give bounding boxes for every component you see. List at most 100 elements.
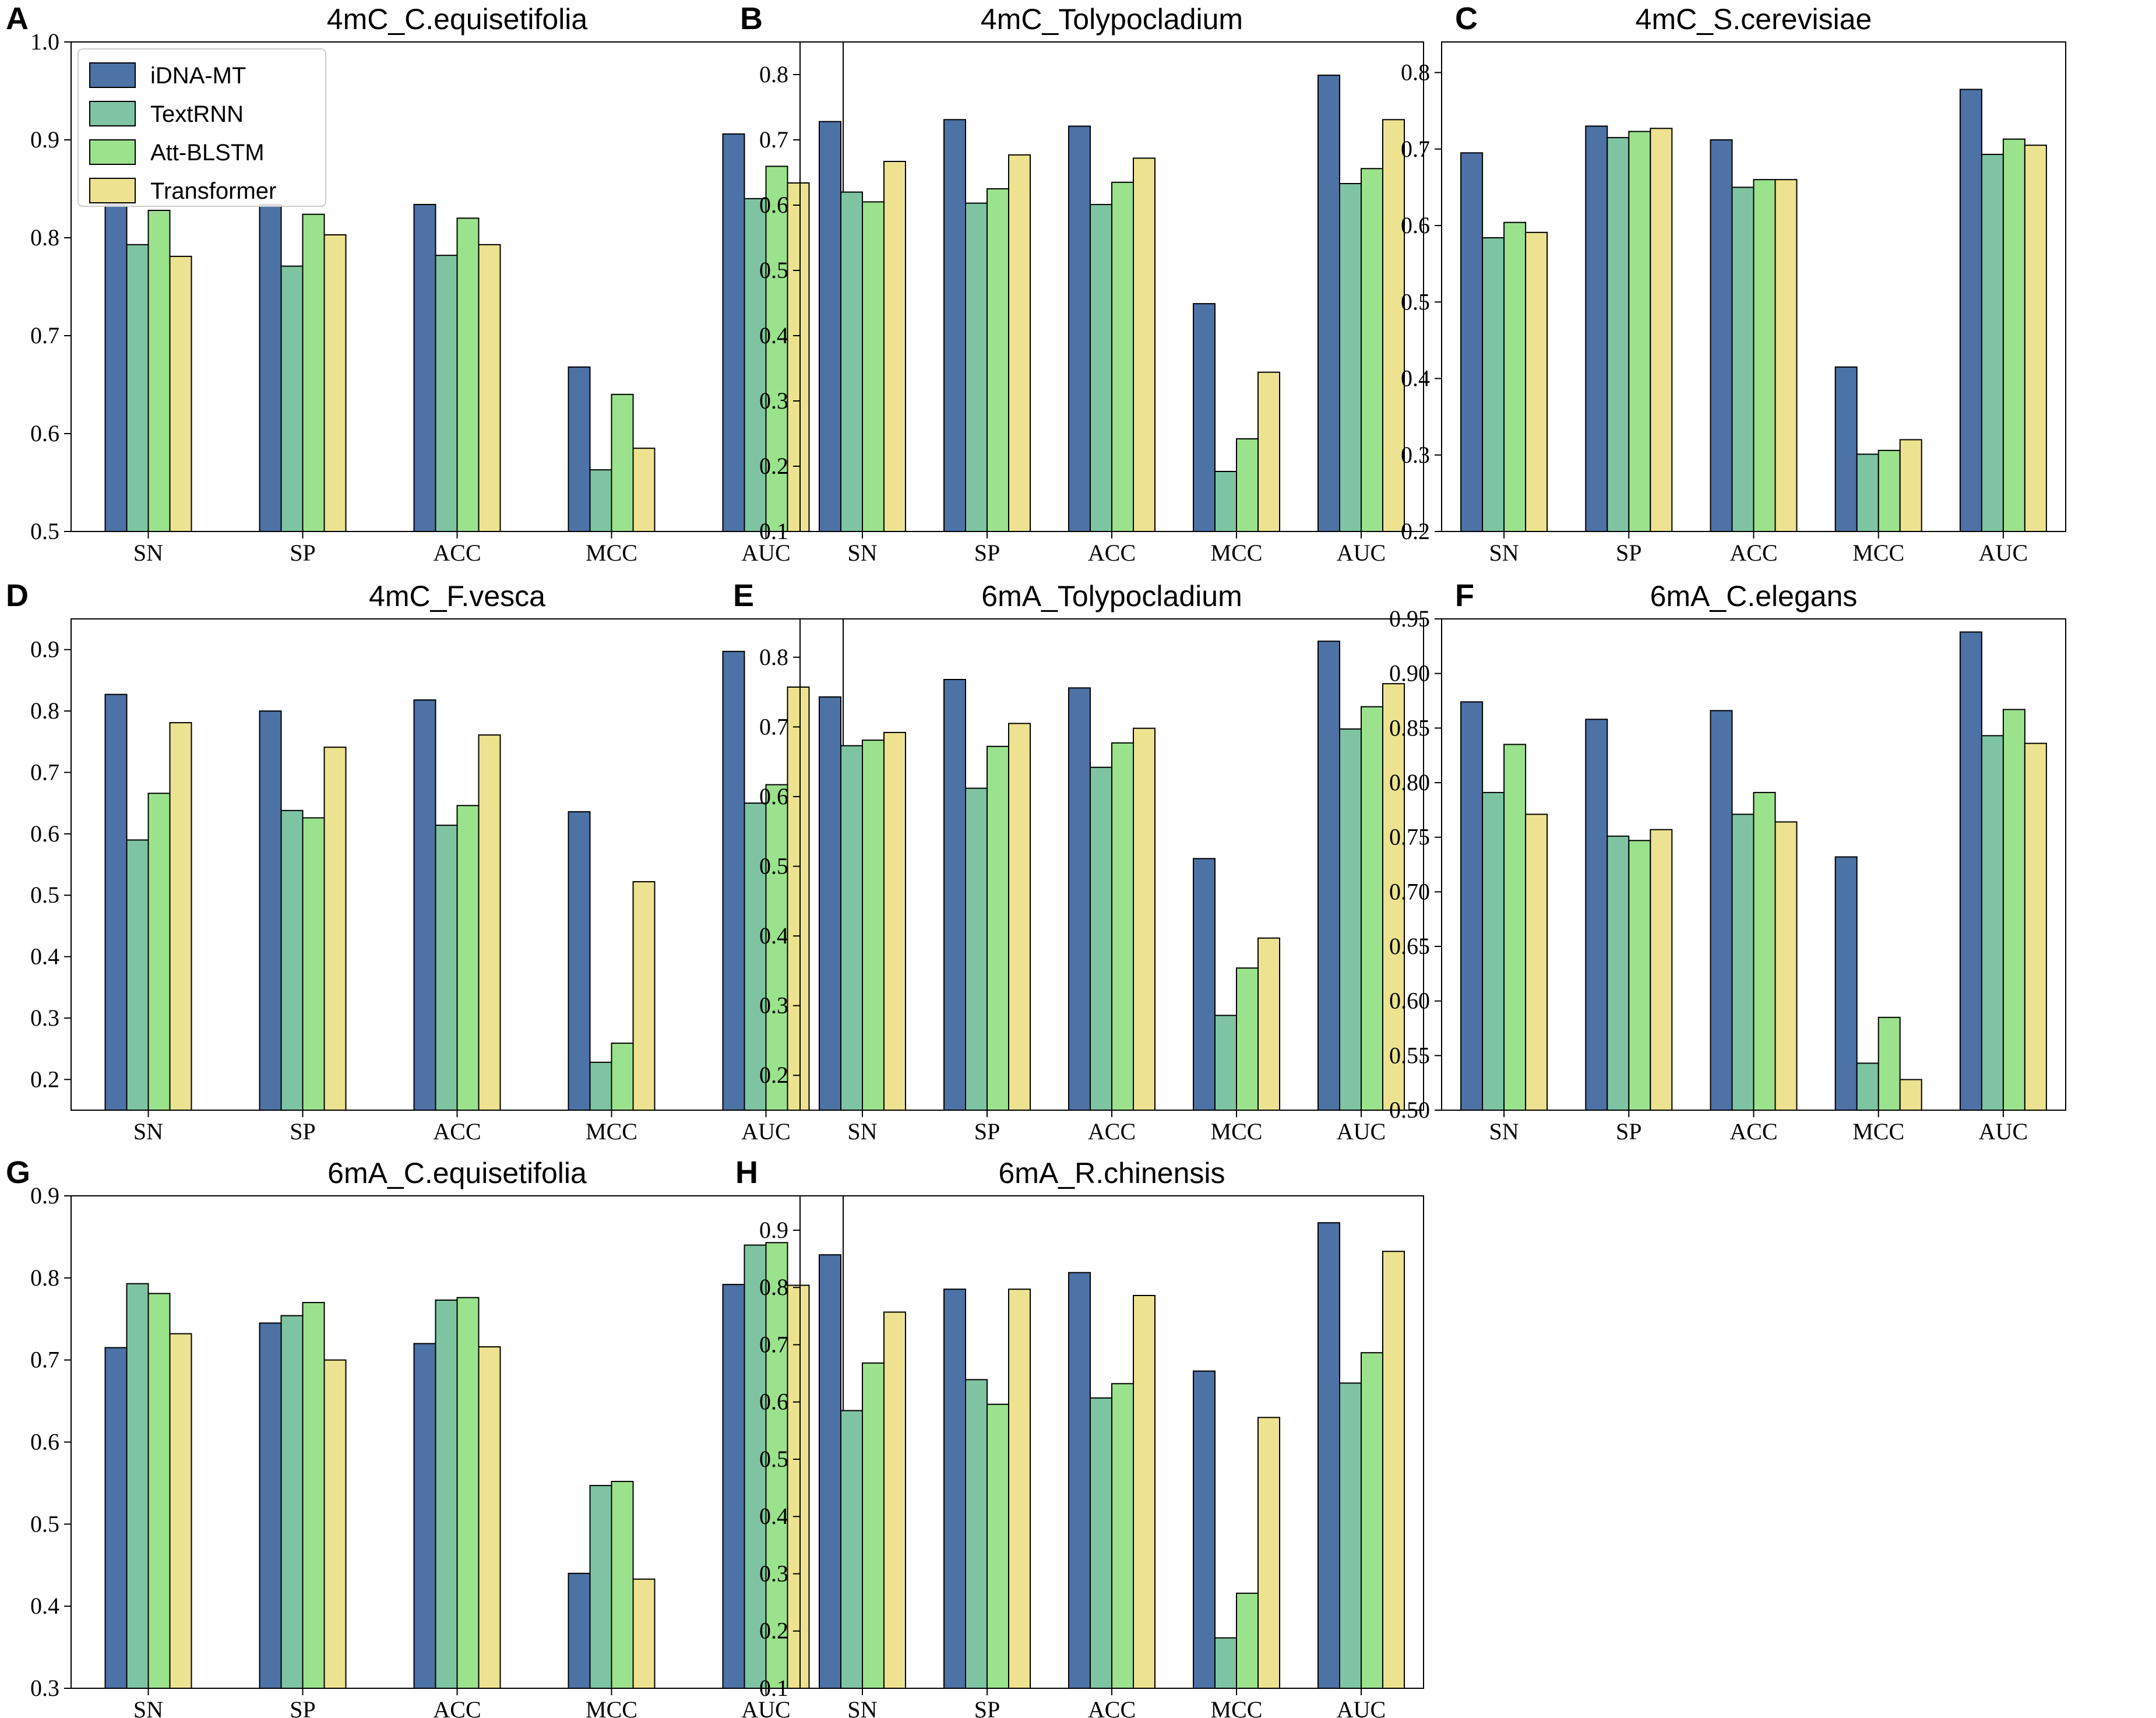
y-tick-label: 0.8 <box>1401 59 1430 86</box>
bar-h-sp-transformer <box>1008 1288 1031 1689</box>
bar-f-acc-idna-mt <box>1710 710 1733 1111</box>
bar-g-mcc-idna-mt <box>568 1572 591 1689</box>
bar-d-sp-idna-mt <box>259 710 282 1111</box>
bar-g-sn-transformer <box>169 1333 192 1689</box>
bar-c-acc-textrnn <box>1731 186 1755 532</box>
bar-e-auc-att-blstm <box>1361 706 1383 1111</box>
y-tick-label: 0.65 <box>1389 933 1430 959</box>
bar-h-auc-textrnn <box>1339 1382 1362 1689</box>
x-tick-label: SP <box>974 1118 1001 1145</box>
x-tick-label: MCC <box>1211 1118 1263 1145</box>
bar-e-acc-att-blstm <box>1111 742 1134 1111</box>
bar-d-auc-textrnn <box>744 802 767 1111</box>
bar-a-sn-transformer <box>169 255 192 532</box>
x-tick-label: AUC <box>741 540 790 566</box>
bar-a-mcc-transformer <box>632 448 656 533</box>
legend-swatch-textrnn <box>89 101 136 126</box>
y-tick-label: 0.4 <box>30 1593 59 1619</box>
bar-a-auc-textrnn <box>744 198 767 532</box>
bar-e-acc-idna-mt <box>1068 687 1091 1111</box>
bar-g-mcc-att-blstm <box>611 1481 634 1689</box>
bar-e-sp-att-blstm <box>987 745 1009 1111</box>
bar-d-mcc-textrnn <box>589 1061 612 1111</box>
bar-b-mcc-transformer <box>1257 371 1280 532</box>
bar-f-mcc-att-blstm <box>1877 1016 1901 1111</box>
y-tick-label: 0.8 <box>30 698 59 724</box>
bar-b-mcc-idna-mt <box>1193 303 1216 532</box>
y-tick-label: 0.6 <box>30 821 59 847</box>
y-tick-label: 0.3 <box>1401 442 1430 468</box>
bar-h-acc-att-blstm <box>1111 1383 1134 1689</box>
panel-letter-h: H <box>735 1155 758 1190</box>
bar-g-auc-idna-mt <box>722 1284 745 1689</box>
bar-d-sn-textrnn <box>126 839 149 1111</box>
y-tick-label: 0.6 <box>30 1429 59 1455</box>
bar-e-auc-idna-mt <box>1317 640 1340 1111</box>
panel-letter-d: D <box>6 578 29 613</box>
bar-b-acc-textrnn <box>1090 203 1112 532</box>
bar-d-mcc-idna-mt <box>568 811 591 1111</box>
y-tick-label: 0.90 <box>1389 660 1430 687</box>
bar-f-sn-att-blstm <box>1503 744 1527 1111</box>
y-tick-label: 0.8 <box>30 224 59 251</box>
chart-panel-b: B 4mC_Tolypocladium 0.1 0.2 0.3 0.4 0.5 0.6 0.7 0… <box>740 1 1424 566</box>
bar-d-sp-att-blstm <box>302 817 325 1111</box>
bar-g-mcc-transformer <box>632 1578 656 1689</box>
y-tick-label: 0.5 <box>30 1511 59 1537</box>
bar-f-sn-textrnn <box>1482 791 1505 1111</box>
x-tick-label: AUC <box>1337 1118 1386 1145</box>
bar-c-sp-textrnn <box>1607 137 1630 533</box>
x-tick-label: SP <box>1616 540 1642 566</box>
panel-letter-b: B <box>740 1 763 36</box>
bar-d-acc-att-blstm <box>456 805 480 1111</box>
y-tick-label: 0.95 <box>1389 605 1430 632</box>
bar-f-auc-idna-mt <box>1959 631 1982 1111</box>
chart-panel-a: A 4mC_C.equisetifolia 0.5 0.6 0.7 0.8 0.9 1.0 SN… <box>6 1 844 566</box>
y-tick-label: 0.7 <box>30 1347 59 1373</box>
bar-b-sp-textrnn <box>965 202 988 533</box>
legend-label-transformer: Transformer <box>150 178 276 204</box>
bar-e-auc-textrnn <box>1339 728 1362 1111</box>
bar-e-mcc-transformer <box>1257 937 1280 1111</box>
bar-c-sn-textrnn <box>1482 237 1505 532</box>
bar-e-sn-idna-mt <box>819 696 841 1111</box>
bar-d-mcc-att-blstm <box>611 1043 634 1111</box>
y-tick-label: 0.6 <box>1401 212 1430 238</box>
chart-title: 4mC_S.cerevisiae <box>1636 3 1872 36</box>
bar-h-sn-transformer <box>883 1311 906 1689</box>
bar-b-sp-att-blstm <box>987 188 1009 532</box>
bar-h-sn-att-blstm <box>862 1362 885 1689</box>
bar-a-acc-att-blstm <box>456 217 480 532</box>
legend-swatch-att-blstm <box>89 139 136 165</box>
plot-frame <box>799 1195 1424 1689</box>
x-tick-label: SN <box>847 540 877 566</box>
bar-f-acc-textrnn <box>1731 814 1755 1111</box>
plot-frame <box>1441 618 2066 1111</box>
bar-f-sp-textrnn <box>1607 835 1630 1111</box>
y-tick-label: 0.9 <box>30 126 59 153</box>
bar-g-sp-transformer <box>323 1359 347 1689</box>
legend-swatch-idna-mt <box>89 62 136 88</box>
bar-c-mcc-idna-mt <box>1834 366 1858 532</box>
bar-c-auc-att-blstm <box>2002 138 2025 532</box>
bar-c-auc-textrnn <box>1981 153 2004 532</box>
bar-c-mcc-transformer <box>1899 439 1922 532</box>
x-tick-label: SP <box>974 540 1001 566</box>
legend-swatch-transformer <box>89 178 136 203</box>
legend-label-idna-mt: iDNA-MT <box>150 63 246 89</box>
y-tick-label: 0.50 <box>1389 1097 1430 1123</box>
x-tick-label: SP <box>290 1118 316 1145</box>
y-tick-label: 0.70 <box>1389 878 1430 904</box>
bar-g-mcc-textrnn <box>589 1485 612 1689</box>
y-tick-label: 0.3 <box>759 1560 788 1586</box>
x-tick-label: MCC <box>1211 1696 1263 1718</box>
bar-f-sn-idna-mt <box>1460 701 1484 1111</box>
y-tick-label: 0.8 <box>30 1265 59 1291</box>
x-tick-label: AUC <box>1337 1696 1386 1718</box>
bar-h-sp-att-blstm <box>987 1403 1009 1689</box>
y-tick-label: 0.6 <box>30 420 59 446</box>
bar-f-acc-transformer <box>1774 821 1798 1111</box>
bar-c-sp-transformer <box>1650 128 1673 533</box>
bar-e-acc-textrnn <box>1090 766 1112 1111</box>
bar-h-mcc-transformer <box>1257 1417 1280 1689</box>
